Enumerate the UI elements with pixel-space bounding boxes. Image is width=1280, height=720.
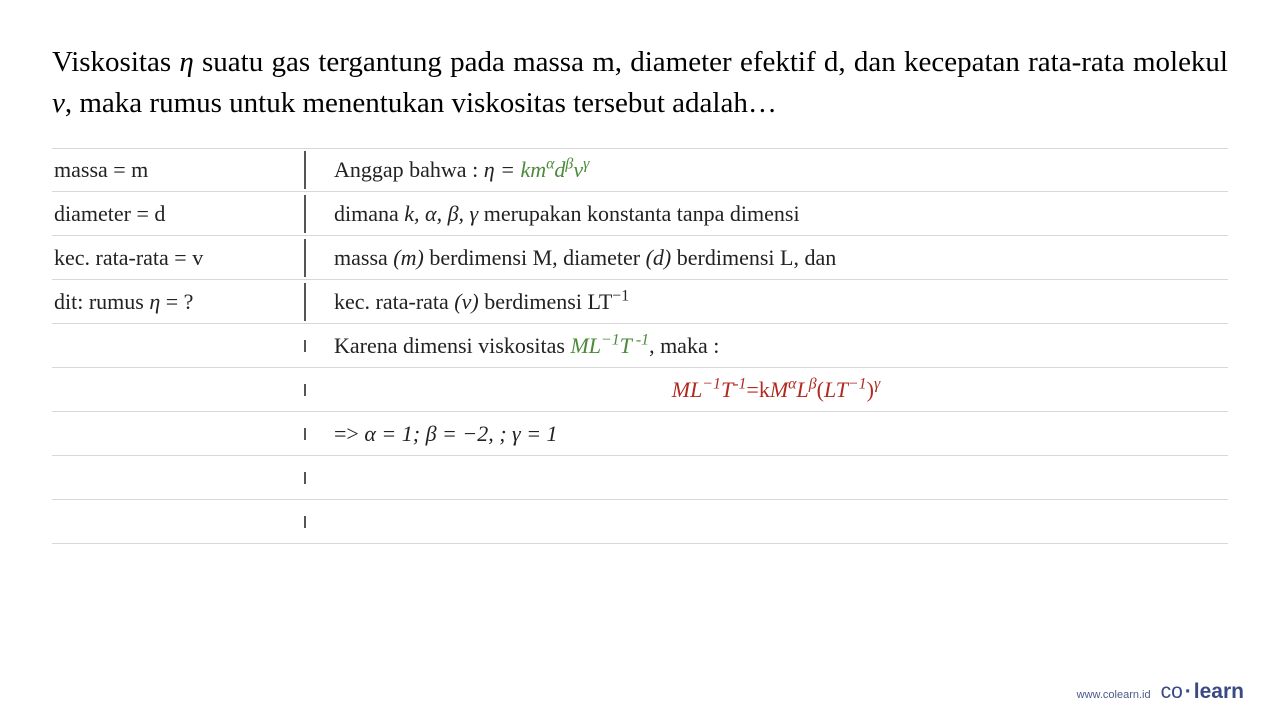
q-part3: , maka rumus untuk menentukan viskositas… — [65, 87, 777, 119]
right-empty1 — [306, 472, 1228, 484]
r3-mid1: berdimensi M, diameter — [429, 245, 645, 270]
right-r3: massa (m) berdimensi M, diameter (d) ber… — [306, 239, 1228, 277]
r6-LTT: T — [836, 377, 848, 402]
r1-d: d — [554, 157, 565, 182]
r5-Lexp: −1 — [601, 332, 620, 349]
left-massa: massa = m — [52, 151, 306, 189]
q-part2: suatu gas tergantung pada massa m, diame… — [194, 46, 1228, 78]
solution-table: massa = m Anggap bahwa : η = kmαdβvγ dia… — [52, 148, 1228, 544]
r3-m: (m) — [393, 245, 429, 270]
r6-Lb: L — [796, 377, 808, 402]
left-empty1 — [52, 340, 306, 352]
logo-learn: learn — [1194, 680, 1244, 703]
logo-co: co — [1161, 680, 1183, 703]
r6-Ma: M — [770, 377, 788, 402]
r3-post: berdimensi L, dan — [677, 245, 836, 270]
r1-text: Anggap bahwa : — [334, 157, 484, 182]
r5-post: , maka : — [649, 333, 719, 358]
left-diameter: diameter = d — [52, 195, 306, 233]
r5-M: M — [570, 333, 588, 358]
left-dit: dit: rumus η = ? — [52, 283, 306, 321]
r7-pre: => — [334, 421, 364, 446]
r2-vars: k, α, β, γ — [404, 201, 478, 226]
table-row: => α = 1; β = −2, ; γ = 1 — [52, 412, 1228, 456]
r6-Lexp: −1 — [702, 376, 721, 393]
r6-T: T — [721, 377, 733, 402]
r2-pre: dimana — [334, 201, 404, 226]
table-row: Karena dimensi viskositas ML−1T -1, maka… — [52, 324, 1228, 368]
table-row: massa = m Anggap bahwa : η = kmαdβvγ — [52, 148, 1228, 192]
table-row: ML−1T-1=kMαLβ(LT−1)γ — [52, 368, 1228, 412]
r4-v: (v) — [454, 289, 484, 314]
r6-k: k — [759, 377, 770, 402]
r2-post: merupakan konstanta tanpa dimensi — [478, 201, 799, 226]
r6-M: M — [672, 377, 690, 402]
r6-Texp: -1 — [733, 376, 746, 393]
table-row: diameter = d dimana k, α, β, γ merupakan… — [52, 192, 1228, 236]
r7-a: α = 1; — [364, 421, 425, 446]
right-r2: dimana k, α, β, γ merupakan konstanta ta… — [306, 195, 1228, 233]
r6-LTexp: −1 — [848, 376, 867, 393]
r6-eq: = — [746, 377, 758, 402]
r3-d: (d) — [646, 245, 677, 270]
r7-b: β = −2, ; — [426, 421, 512, 446]
right-empty2 — [306, 516, 1228, 528]
dit-eta: η — [149, 289, 160, 314]
r5-pre: Karena dimensi viskositas — [334, 333, 570, 358]
r5-Texp: -1 — [632, 332, 649, 349]
right-r6: ML−1T-1=kMαLβ(LT−1)γ — [306, 371, 1228, 409]
footer-url: www.colearn.id — [1077, 689, 1151, 701]
right-r4: kec. rata-rata (v) berdimensi LT−1 — [306, 283, 1228, 321]
question-text: Viskositas η suatu gas tergantung pada m… — [52, 42, 1228, 124]
r3-pre: massa — [334, 245, 393, 270]
q-part1: Viskositas — [52, 46, 179, 78]
r7-c: γ = 1 — [512, 421, 558, 446]
dit-pre: dit: rumus — [54, 289, 149, 314]
dit-post: = ? — [160, 289, 193, 314]
table-row: kec. rata-rata = v massa (m) berdimensi … — [52, 236, 1228, 280]
left-empty5 — [52, 516, 306, 528]
r6-close: ) — [867, 377, 874, 402]
footer: www.colearn.id co·learn — [1077, 680, 1244, 704]
r1-gamma: γ — [583, 156, 589, 173]
footer-logo: co·learn — [1161, 680, 1244, 704]
r1-v: v — [573, 157, 583, 182]
table-row: dit: rumus η = ? kec. rata-rata (v) berd… — [52, 280, 1228, 324]
right-r1: Anggap bahwa : η = kmαdβvγ — [306, 151, 1228, 189]
r6-gamma: γ — [874, 376, 880, 393]
table-row — [52, 500, 1228, 544]
right-r7: => α = 1; β = −2, ; γ = 1 — [306, 415, 1228, 453]
logo-dot: · — [1183, 680, 1194, 703]
left-empty3 — [52, 428, 306, 440]
r1-k: k — [520, 157, 530, 182]
right-r5: Karena dimensi viskositas ML−1T -1, maka… — [306, 327, 1228, 365]
left-empty2 — [52, 384, 306, 396]
r5-T: T — [620, 333, 632, 358]
q-eta: η — [179, 46, 193, 78]
table-row — [52, 456, 1228, 500]
r4-exp: −1 — [612, 288, 629, 305]
q-v: v — [52, 87, 65, 119]
r4-mid: berdimensi — [484, 289, 587, 314]
r1-m: m — [530, 157, 546, 182]
r6-L: L — [690, 377, 702, 402]
r6-LTL: L — [824, 377, 836, 402]
r4-T: T — [599, 289, 612, 314]
r6-open: ( — [817, 377, 824, 402]
r4-L: L — [587, 289, 598, 314]
r1-lhs: η = — [484, 157, 521, 182]
r6-beta: β — [809, 376, 817, 393]
r4-pre: kec. rata-rata — [334, 289, 454, 314]
left-empty4 — [52, 472, 306, 484]
r5-L: L — [589, 333, 601, 358]
left-kec: kec. rata-rata = v — [52, 239, 306, 277]
